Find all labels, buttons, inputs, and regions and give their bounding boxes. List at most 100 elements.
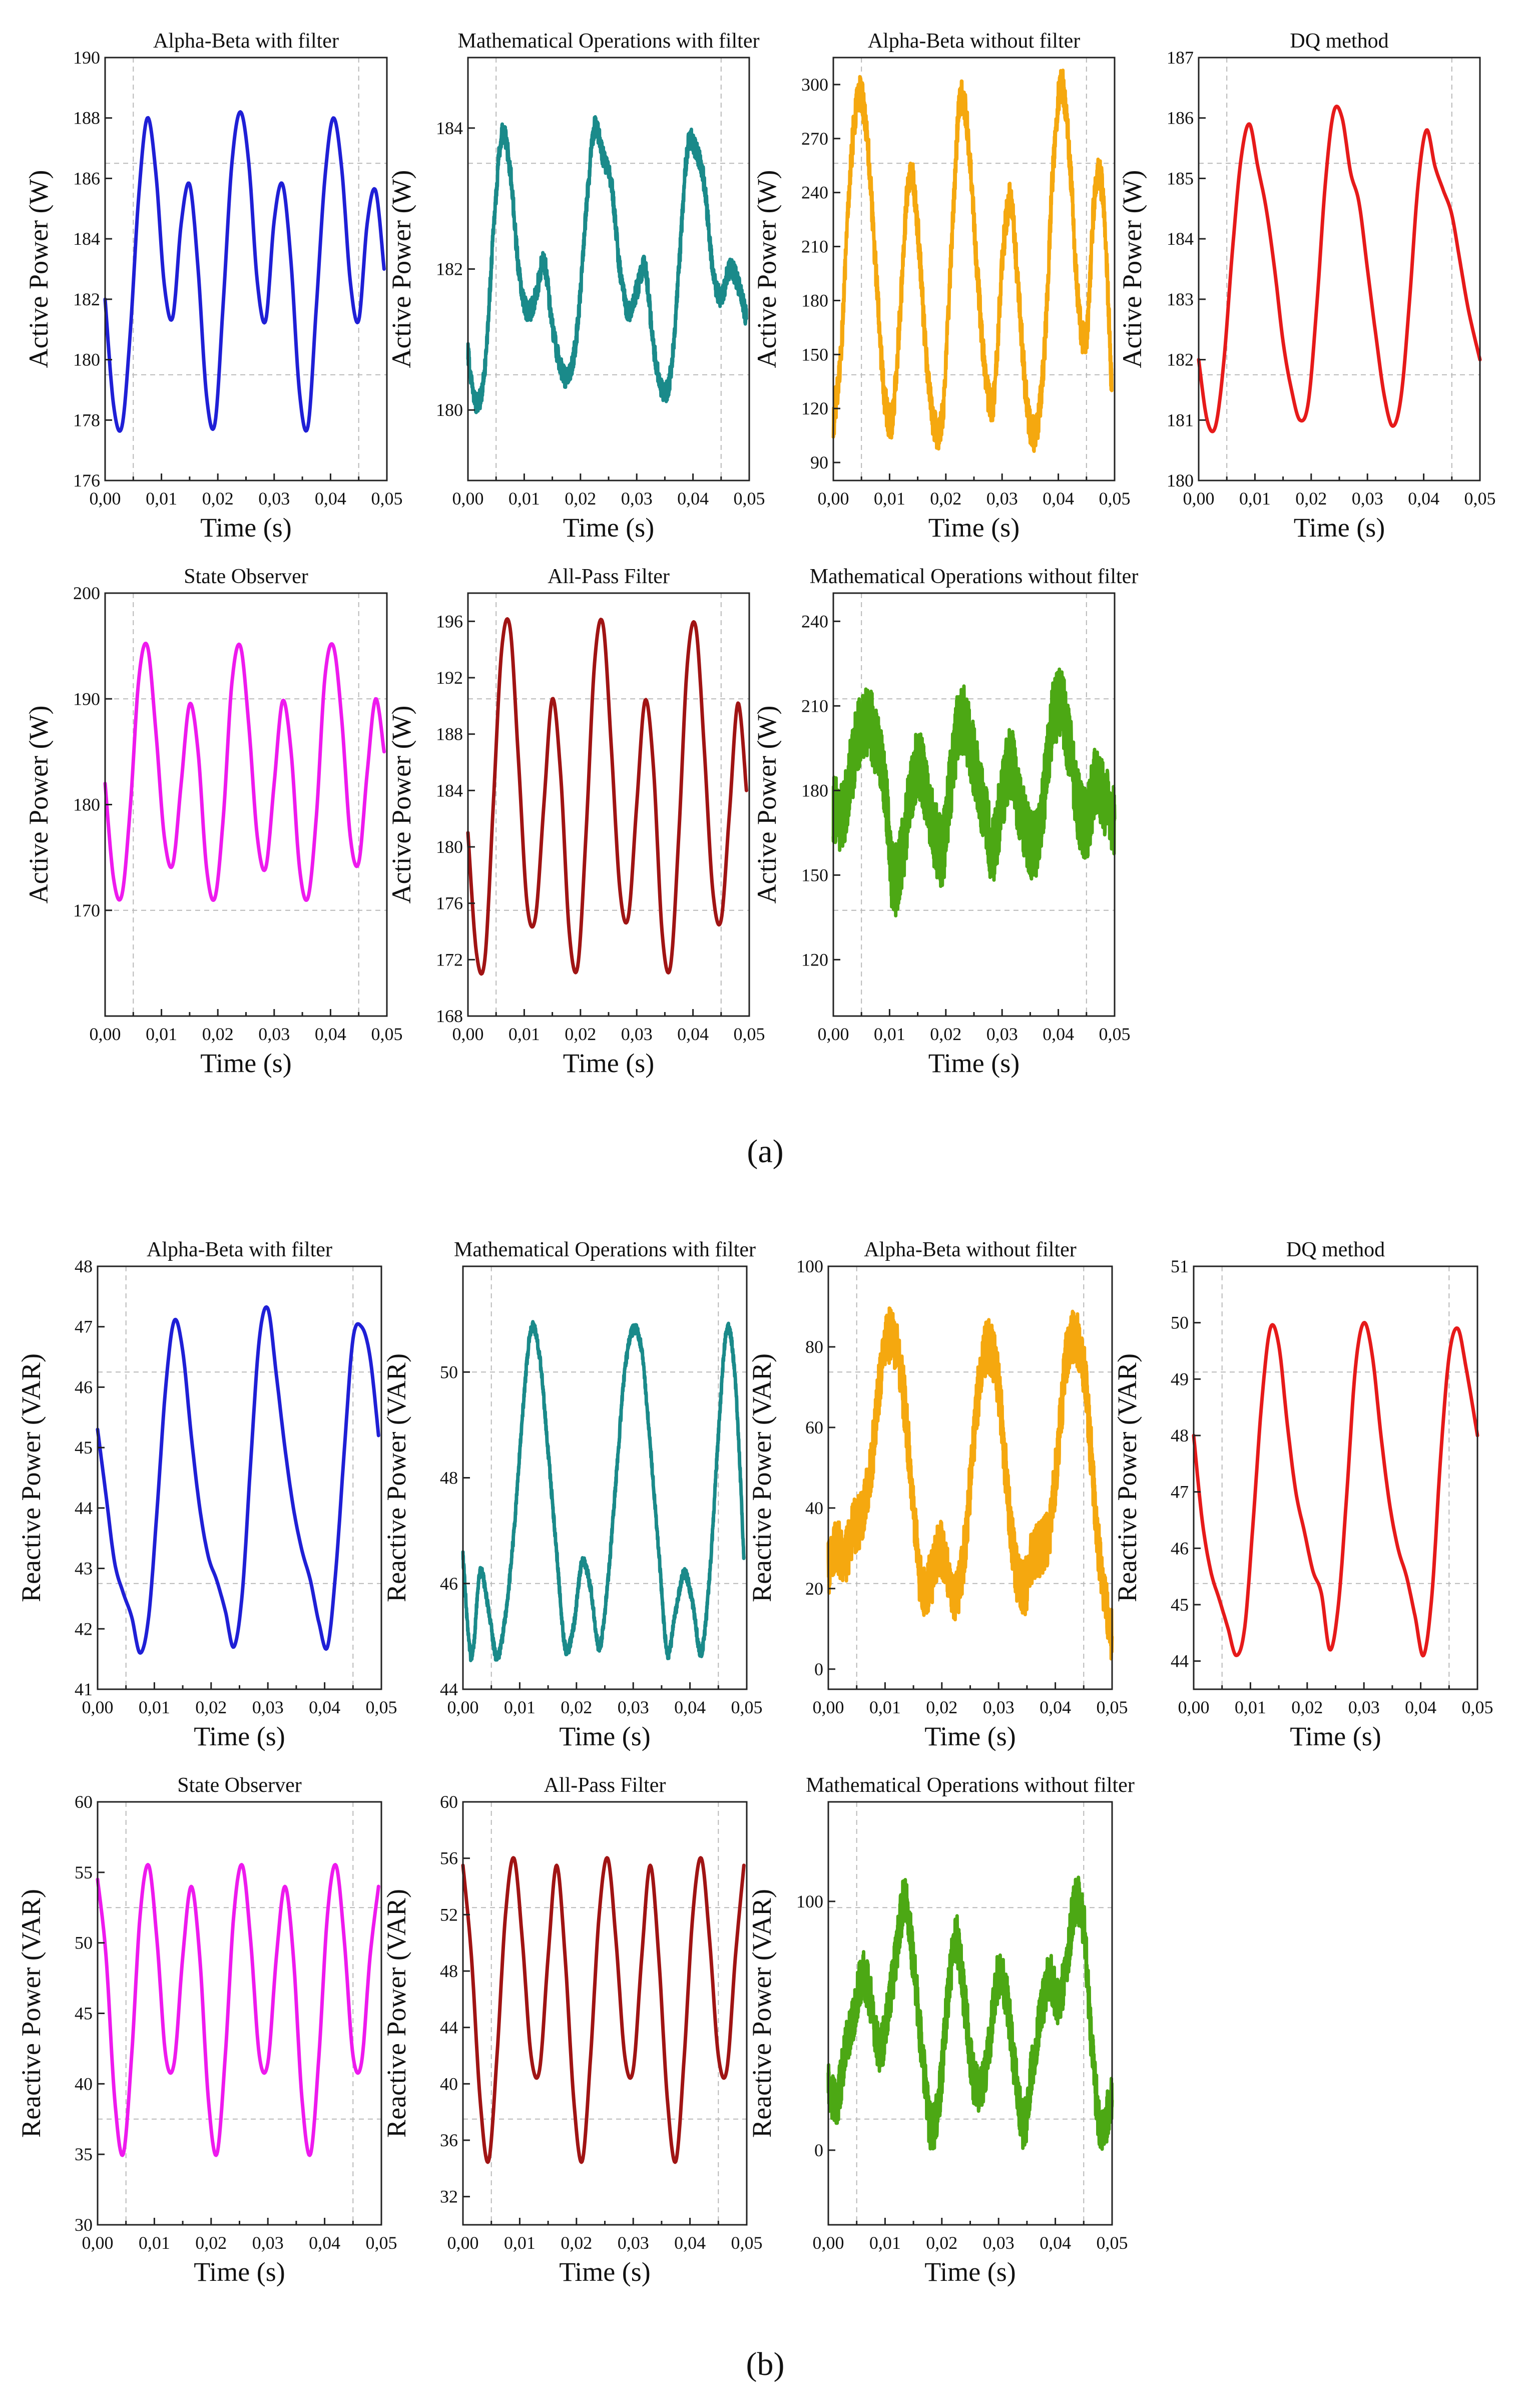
chart-b-14: 0,00 0,01 0,02 0,03 0,04 0,05 0 100 Mathematical… xyxy=(747,1774,1135,2287)
chart-a-6: 0,00 0,01 0,02 0,03 0,04 0,05 168 172 176 180 184 1… xyxy=(386,565,765,1078)
y-tick-label: 43 xyxy=(75,1559,93,1579)
y-tick-label: 172 xyxy=(436,949,463,970)
x-tick-label: 0,00 xyxy=(818,1024,849,1044)
x-tick-label: 0,03 xyxy=(986,1024,1018,1044)
x-axis-label: Time (s) xyxy=(200,513,292,543)
x-tick-label: 0,00 xyxy=(90,489,121,509)
x-tick-label: 0,01 xyxy=(508,489,540,509)
y-axis-label: Active Power (W) xyxy=(752,170,782,368)
x-tick-label: 0,01 xyxy=(508,1024,540,1044)
x-tick-label: 0,01 xyxy=(874,1024,905,1044)
chart-title: Alpha-Beta with filter xyxy=(153,30,339,53)
y-tick-label: 32 xyxy=(440,2187,458,2207)
x-tick-label: 0,00 xyxy=(452,1024,484,1044)
x-axis-label: Time (s) xyxy=(559,2257,651,2287)
data-series-line xyxy=(466,115,748,414)
y-tick-label: 41 xyxy=(75,1679,93,1699)
y-tick-label: 170 xyxy=(73,900,100,920)
y-tick-label: 186 xyxy=(73,168,100,188)
y-tick-label: 40 xyxy=(75,2074,93,2094)
y-tick-label: 48 xyxy=(1171,1425,1189,1446)
data-series-line xyxy=(831,69,1114,453)
y-tick-label: 182 xyxy=(436,259,463,279)
x-tick-label: 0,04 xyxy=(674,1697,706,1717)
x-tick-label: 0,03 xyxy=(621,489,653,509)
x-tick-label: 0,02 xyxy=(926,2233,957,2253)
y-tick-label: 180 xyxy=(1167,470,1194,491)
x-tick-label: 0,01 xyxy=(504,1697,536,1717)
x-tick-label: 0,03 xyxy=(986,489,1018,509)
x-tick-label: 0,03 xyxy=(1352,489,1383,509)
y-tick-label: 48 xyxy=(75,1256,93,1276)
x-tick-label: 0,00 xyxy=(1183,489,1215,509)
x-tick-label: 0,01 xyxy=(869,1697,901,1717)
x-tick-label: 0,03 xyxy=(1348,1697,1380,1717)
chart-b-8: 0,00 0,01 0,02 0,03 0,04 0,05 41 42 43 44 45 46 47 48… xyxy=(16,1238,397,1751)
y-axis-label: Active Power (W) xyxy=(1117,170,1147,368)
y-tick-label: 210 xyxy=(801,237,828,257)
chart-title: State Observer xyxy=(177,1774,301,1797)
x-axis-label: Time (s) xyxy=(194,2257,285,2287)
y-axis-label: Active Power (W) xyxy=(24,170,54,368)
y-tick-label: 168 xyxy=(436,1006,463,1026)
y-tick-label: 180 xyxy=(436,400,463,420)
data-series-line xyxy=(103,110,386,433)
y-tick-label: 40 xyxy=(440,2074,458,2094)
x-tick-label: 0,00 xyxy=(813,1697,844,1717)
y-axis-label: Active Power (W) xyxy=(386,170,416,368)
data-series-line xyxy=(1192,1321,1479,1658)
y-tick-label: 150 xyxy=(801,865,828,885)
y-tick-label: 100 xyxy=(796,1891,823,1911)
y-axis-label: Reactive Power (VAR) xyxy=(381,1353,411,1602)
y-tick-label: 120 xyxy=(801,398,828,418)
data-series-line xyxy=(466,617,748,976)
y-tick-label: 49 xyxy=(1171,1369,1189,1389)
x-tick-label: 0,00 xyxy=(452,489,484,509)
x-tick-label: 0,03 xyxy=(621,1024,653,1044)
x-tick-label: 0,05 xyxy=(1097,1697,1128,1717)
y-tick-label: 180 xyxy=(73,350,100,370)
y-axis-label: Reactive Power (VAR) xyxy=(16,1353,46,1602)
x-tick-label: 0,00 xyxy=(90,1024,121,1044)
x-tick-label: 0,04 xyxy=(315,489,346,509)
chart-b-10: 0,00 0,01 0,02 0,03 0,04 0,05 0 20 40 60 80 100 Alph… xyxy=(747,1238,1128,1751)
chart-title: Alpha-Beta without filter xyxy=(868,30,1081,53)
y-tick-label: 44 xyxy=(440,1679,458,1699)
y-tick-label: 178 xyxy=(73,410,100,430)
y-tick-label: 183 xyxy=(1167,289,1194,309)
y-tick-label: 186 xyxy=(1167,108,1194,128)
y-tick-label: 56 xyxy=(440,1848,458,1868)
data-series-line xyxy=(826,1875,1114,2151)
data-series-line xyxy=(96,1305,380,1655)
x-tick-label: 0,00 xyxy=(818,489,849,509)
y-tick-label: 44 xyxy=(75,1498,93,1518)
chart-title: Alpha-Beta without filter xyxy=(864,1238,1077,1261)
y-tick-label: 240 xyxy=(801,611,828,631)
x-tick-label: 0,00 xyxy=(82,1697,114,1717)
y-axis-label: Active Power (W) xyxy=(752,706,782,904)
y-tick-label: 44 xyxy=(440,2018,458,2038)
y-tick-label: 47 xyxy=(75,1317,93,1337)
caption-b: (b) xyxy=(746,2346,785,2382)
x-tick-label: 0,01 xyxy=(1239,489,1271,509)
x-tick-label: 0,02 xyxy=(561,2233,592,2253)
data-series-line xyxy=(461,1320,746,1662)
chart-b-12: 0,00 0,01 0,02 0,03 0,04 0,05 30 35 40 45 50 55 60 St… xyxy=(16,1774,397,2287)
data-series-line xyxy=(461,1856,746,2164)
y-tick-label: 120 xyxy=(801,949,828,970)
x-tick-label: 0,02 xyxy=(565,1024,596,1044)
x-tick-label: 0,04 xyxy=(1040,1697,1071,1717)
y-tick-label: 200 xyxy=(73,583,100,603)
y-tick-label: 188 xyxy=(73,108,100,128)
chart-panels: 0,00 0,01 0,02 0,03 0,04 0,05 176 178 180 182 184 1… xyxy=(16,30,1496,2287)
data-series-line xyxy=(831,667,1117,917)
x-axis-label: Time (s) xyxy=(194,1721,285,1751)
chart-a-1: 0,00 0,01 0,02 0,03 0,04 0,05 176 178 180 182 184 1… xyxy=(24,30,403,543)
chart-a-4: 0,00 0,01 0,02 0,03 0,04 0,05 180 181 182 183 184 1… xyxy=(1117,30,1496,543)
x-tick-label: 0,00 xyxy=(1178,1697,1210,1717)
y-tick-label: 35 xyxy=(75,2144,93,2164)
x-tick-label: 0,02 xyxy=(195,2233,227,2253)
x-tick-label: 0,05 xyxy=(371,489,403,509)
y-tick-label: 90 xyxy=(810,452,828,472)
